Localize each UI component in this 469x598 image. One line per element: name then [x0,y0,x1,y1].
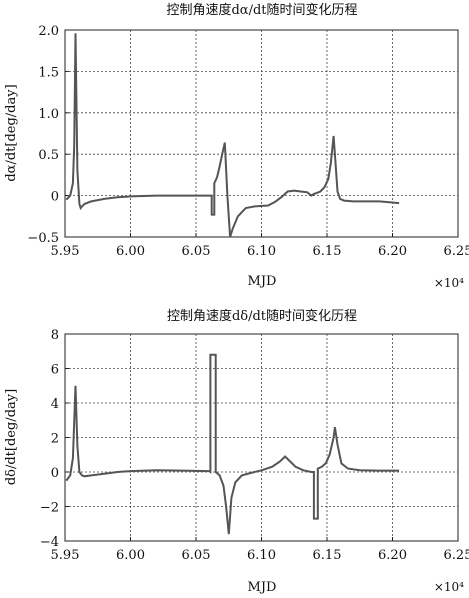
x-tick-label: 6.15 [313,548,342,563]
y-tick-label: −4 [40,535,59,550]
y-tick-label: 6 [51,363,59,378]
x-tick-label: 6.05 [182,244,211,259]
y-tick-label: −2 [40,501,59,516]
x-tick-label: 6.25 [444,548,469,563]
y-tick-label: 0.5 [38,148,59,163]
x-tick-label: 6.10 [247,244,276,259]
chart-2-x-ticks: 5.95 6.00 6.05 6.10 6.15 6.20 6.25 [51,537,469,563]
chart-2-y-label: dδ/dt[deg/day] [4,389,19,485]
chart-1-x-multiplier: ×10⁴ [434,276,464,290]
chart-2-x-label: MJD [248,580,277,595]
chart-1-y-ticks: 2.0 1.5 1.0 0.5 0 −0.5 [27,24,69,246]
chart-1-title: 控制角速度dα/dt随时间变化历程 [166,2,357,18]
y-tick-label: 8 [51,328,59,343]
x-tick-label: 6.10 [247,548,276,563]
chart-2-grid [65,334,458,541]
x-tick-label: 6.15 [313,244,342,259]
chart-2: 控制角速度dδ/dt随时间变化历程 5.95 6.00 6.05 6.10 6.15 6.… [4,308,469,595]
chart-1-x-label: MJD [248,274,277,289]
y-tick-label: 4 [51,397,59,412]
y-tick-label: −0.5 [27,231,59,246]
x-tick-label: 6.00 [116,548,145,563]
x-tick-label: 5.95 [51,244,80,259]
chart-1-series-line [65,33,400,238]
chart-1: 控制角速度dα/dt随时间变化历程 5.95 6.00 6.05 6.10 6.15 6.… [4,2,469,290]
chart-2-title: 控制角速度dδ/dt随时间变化历程 [167,308,357,324]
y-tick-label: 1.5 [38,65,59,80]
x-tick-label: 6.00 [116,244,145,259]
y-tick-label: 0 [51,190,59,205]
x-tick-label: 6.20 [378,548,407,563]
x-tick-label: 6.20 [378,244,407,259]
chart-2-series-line [65,353,400,535]
y-tick-label: 1.0 [38,107,59,122]
y-tick-label: 0 [51,466,59,481]
chart-2-y-ticks: 8 6 4 2 0 −2 −4 [40,328,69,550]
x-tick-label: 6.05 [182,548,211,563]
chart-2-x-multiplier: ×10⁴ [434,580,464,594]
y-tick-label: 2.0 [38,24,59,39]
y-tick-label: 2 [51,432,59,447]
x-tick-label: 5.95 [51,548,80,563]
x-tick-label: 6.25 [444,244,469,259]
chart-1-y-label: dα/dt[deg/day] [4,84,19,181]
chart-1-x-ticks: 5.95 6.00 6.05 6.10 6.15 6.20 6.25 [51,233,469,259]
